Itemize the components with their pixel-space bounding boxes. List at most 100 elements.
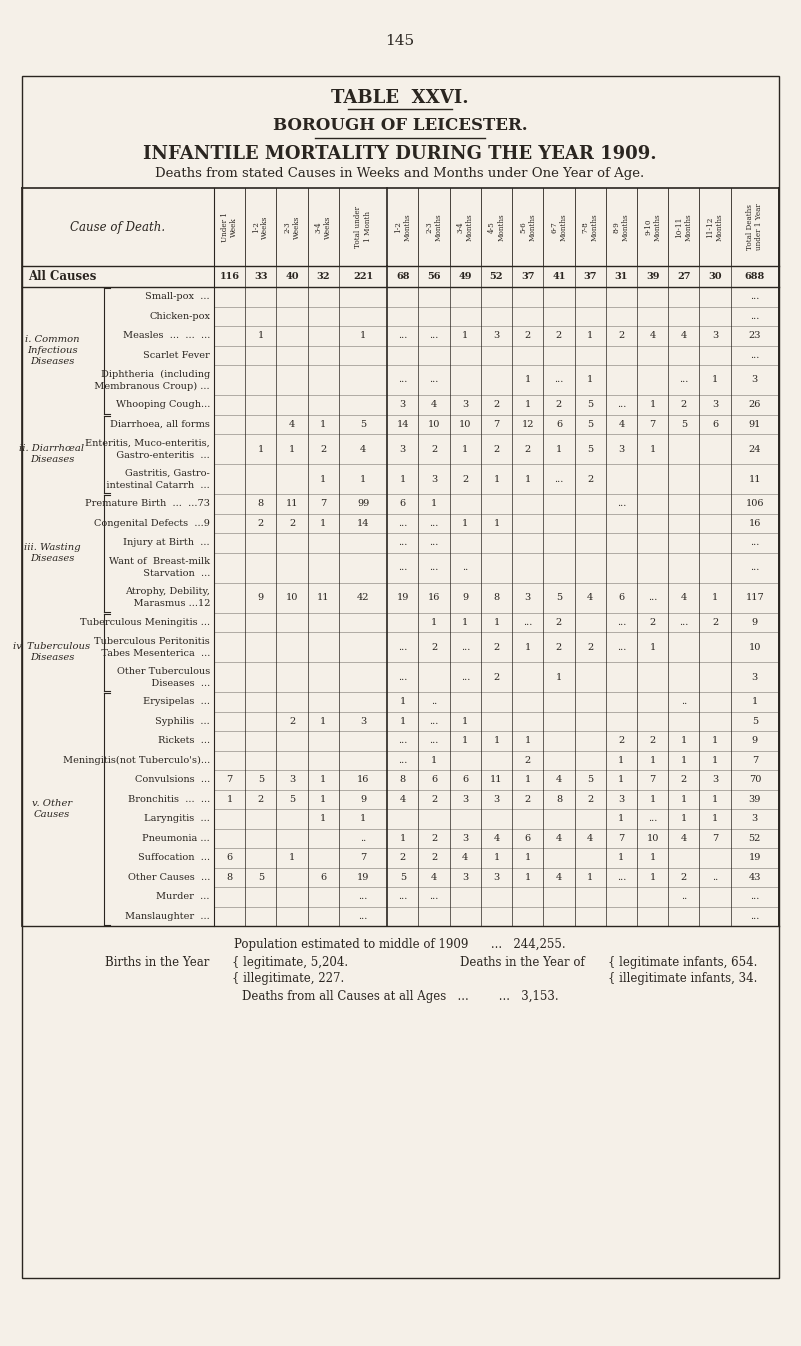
Text: Erysipelas  ...: Erysipelas ...	[143, 697, 210, 707]
Text: Marasmus ...12: Marasmus ...12	[95, 599, 210, 608]
Text: 3: 3	[751, 814, 758, 824]
Text: 8: 8	[556, 794, 562, 804]
Text: 7: 7	[751, 755, 758, 765]
Text: Small-pox  ...: Small-pox ...	[145, 292, 210, 302]
Text: 3: 3	[751, 673, 758, 681]
Text: ...: ...	[429, 331, 439, 341]
Text: Bronchitis  ...  ...: Bronchitis ... ...	[127, 794, 210, 804]
Text: 2: 2	[320, 444, 327, 454]
Text: 2: 2	[650, 736, 656, 746]
Text: ...: ...	[679, 618, 689, 627]
Text: 7: 7	[712, 833, 718, 843]
Text: 2: 2	[681, 775, 687, 785]
Text: 1: 1	[650, 400, 656, 409]
Text: 8: 8	[258, 499, 264, 509]
Text: { legitimate, 5,204.: { legitimate, 5,204.	[232, 956, 348, 969]
Text: 70: 70	[749, 775, 761, 785]
Text: 11-12
Months: 11-12 Months	[706, 213, 723, 241]
Text: 1: 1	[618, 814, 625, 824]
Text: 5: 5	[258, 872, 264, 882]
Text: Under 1
Week: Under 1 Week	[221, 213, 238, 242]
Text: 1: 1	[681, 755, 687, 765]
Text: 2: 2	[587, 794, 594, 804]
Text: 1: 1	[400, 833, 406, 843]
Text: ...: ...	[358, 911, 368, 921]
Text: 1: 1	[587, 376, 594, 385]
Text: 39: 39	[646, 272, 659, 281]
Text: v. Other
Causes: v. Other Causes	[32, 800, 72, 820]
Text: 1: 1	[650, 872, 656, 882]
Text: 1: 1	[712, 594, 718, 602]
Text: ...: ...	[429, 376, 439, 385]
Text: 5: 5	[587, 400, 594, 409]
Text: ...: ...	[751, 292, 759, 302]
Text: ...: ...	[398, 563, 408, 572]
Text: 8: 8	[493, 594, 500, 602]
Text: 2: 2	[618, 331, 625, 341]
Text: Total under
1 Month: Total under 1 Month	[355, 206, 372, 248]
Text: 4: 4	[556, 833, 562, 843]
Text: 10: 10	[459, 420, 472, 429]
Text: Murder  ...: Murder ...	[156, 892, 210, 902]
Text: 1: 1	[650, 642, 656, 651]
Text: 1: 1	[320, 814, 327, 824]
Text: 42: 42	[356, 594, 369, 602]
Text: 99: 99	[357, 499, 369, 509]
Text: 6: 6	[227, 853, 232, 863]
Text: 5: 5	[400, 872, 406, 882]
Text: 32: 32	[316, 272, 330, 281]
Text: Want of  Breast-milk: Want of Breast-milk	[109, 557, 210, 567]
Text: 688: 688	[745, 272, 765, 281]
Text: 1: 1	[462, 518, 469, 528]
Text: 1: 1	[751, 697, 758, 707]
Text: 9: 9	[752, 736, 758, 746]
Text: 2: 2	[556, 642, 562, 651]
Text: iv. Tuberculous
Diseases: iv. Tuberculous Diseases	[14, 642, 91, 662]
Text: 7: 7	[360, 853, 366, 863]
Text: 2: 2	[712, 618, 718, 627]
Text: 1: 1	[587, 331, 594, 341]
Text: ..: ..	[431, 697, 437, 707]
Text: 5: 5	[587, 775, 594, 785]
Text: 2: 2	[289, 518, 296, 528]
Text: 40: 40	[285, 272, 299, 281]
Text: 33: 33	[254, 272, 268, 281]
Text: 2: 2	[431, 853, 437, 863]
Text: ...: ...	[751, 312, 759, 320]
Text: 1: 1	[320, 794, 327, 804]
Text: ...: ...	[429, 892, 439, 902]
Text: 1: 1	[556, 673, 562, 681]
Text: 2: 2	[556, 331, 562, 341]
Text: 2: 2	[525, 755, 531, 765]
Text: 1: 1	[618, 775, 625, 785]
Text: 221: 221	[353, 272, 373, 281]
Text: 4: 4	[650, 331, 656, 341]
Text: Diseases  ...: Diseases ...	[142, 678, 210, 688]
Text: 7: 7	[650, 775, 656, 785]
Text: Atrophy, Debility,: Atrophy, Debility,	[125, 587, 210, 596]
Text: 4: 4	[556, 775, 562, 785]
Text: Population estimated to middle of 1909      ...   244,255.: Population estimated to middle of 1909 .…	[234, 938, 566, 952]
Text: 2: 2	[618, 736, 625, 746]
Text: Diphtheria  (including: Diphtheria (including	[101, 369, 210, 378]
Text: 68: 68	[396, 272, 409, 281]
Text: 11: 11	[317, 594, 329, 602]
Text: 2: 2	[258, 794, 264, 804]
Text: 2: 2	[400, 853, 406, 863]
Text: 117: 117	[746, 594, 764, 602]
Text: Scarlet Fever: Scarlet Fever	[143, 351, 210, 359]
Text: Convulsions  ...: Convulsions ...	[135, 775, 210, 785]
Text: Deaths from all Causes at all Ages   ...        ...   3,153.: Deaths from all Causes at all Ages ... .…	[242, 991, 558, 1003]
Text: ...: ...	[398, 755, 408, 765]
Text: 1: 1	[618, 853, 625, 863]
Text: ...: ...	[398, 892, 408, 902]
Text: 49: 49	[458, 272, 472, 281]
Text: 43: 43	[749, 872, 761, 882]
Text: Other Tuberculous: Other Tuberculous	[117, 666, 210, 676]
Text: 2: 2	[493, 673, 500, 681]
Text: 10: 10	[286, 594, 298, 602]
Text: 2: 2	[587, 642, 594, 651]
Text: 37: 37	[521, 272, 534, 281]
Text: ...: ...	[648, 814, 658, 824]
Text: 12: 12	[521, 420, 534, 429]
